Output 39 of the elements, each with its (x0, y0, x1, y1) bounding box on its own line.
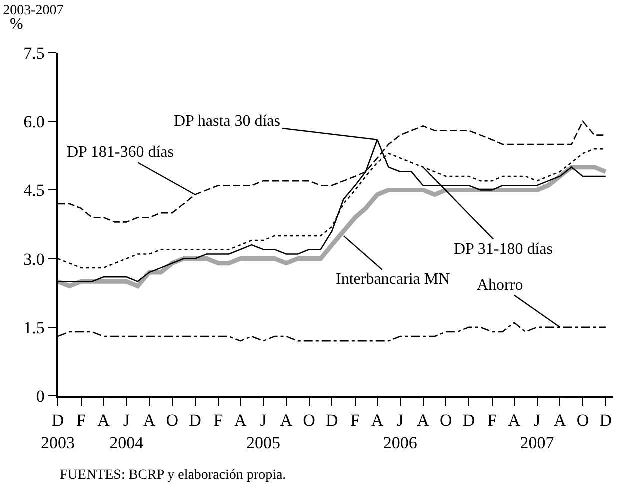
x-tick-label: A (280, 411, 294, 430)
x-tick-label: A (371, 411, 384, 430)
y-tick-label: 7.5 (24, 44, 45, 63)
x-tick-label: A (417, 411, 430, 430)
y-tick-label: 6.0 (24, 112, 45, 132)
annotation: DP 181-360 días (67, 144, 174, 161)
y-tick-label: 0 (36, 386, 45, 406)
x-tick-label: A (554, 411, 567, 430)
x-tick-label: J 2007 (520, 411, 555, 452)
x-tick-label: J 2004 (110, 411, 144, 452)
x-tick-label: D (462, 411, 476, 430)
x-tick-label: A (98, 411, 111, 430)
x-tick-label: O (440, 411, 452, 430)
x-tick-label: F (76, 411, 86, 430)
y-tick-label: 1.5 (24, 318, 45, 338)
x-tick-label: J 2005 (246, 411, 280, 452)
chart-title: 2003-2007 (3, 4, 64, 19)
x-tick-label: A (234, 411, 248, 430)
x-tick-label: O (166, 411, 179, 430)
x-tick-label: F (350, 411, 360, 430)
annotation: Ahorro (477, 277, 524, 294)
x-tick-label: F (214, 411, 224, 430)
x-tick-label: D 2003 (41, 411, 75, 452)
x-tick-label: O (303, 411, 316, 430)
x-tick-label: A (508, 411, 522, 430)
annotation: Interbancaria MN (336, 271, 451, 288)
y-axis-title: % (10, 16, 24, 33)
x-tick-label: F (488, 411, 497, 430)
x-tick-label: D (189, 411, 202, 430)
annotation: DP 31-180 días (454, 241, 553, 258)
y-tick-label: 3.0 (24, 250, 45, 269)
x-tick-label: D (600, 411, 612, 430)
x-tick-label: D (326, 411, 338, 430)
annotation: DP hasta 30 días (174, 113, 281, 130)
y-tick-label: 4.5 (24, 181, 45, 200)
x-tick-label: J 2006 (383, 411, 418, 452)
x-tick-label: A (143, 411, 156, 430)
x-tick-label: O (576, 411, 590, 430)
source-note: FUENTES: BCRP y elaboración propia. (60, 468, 286, 483)
